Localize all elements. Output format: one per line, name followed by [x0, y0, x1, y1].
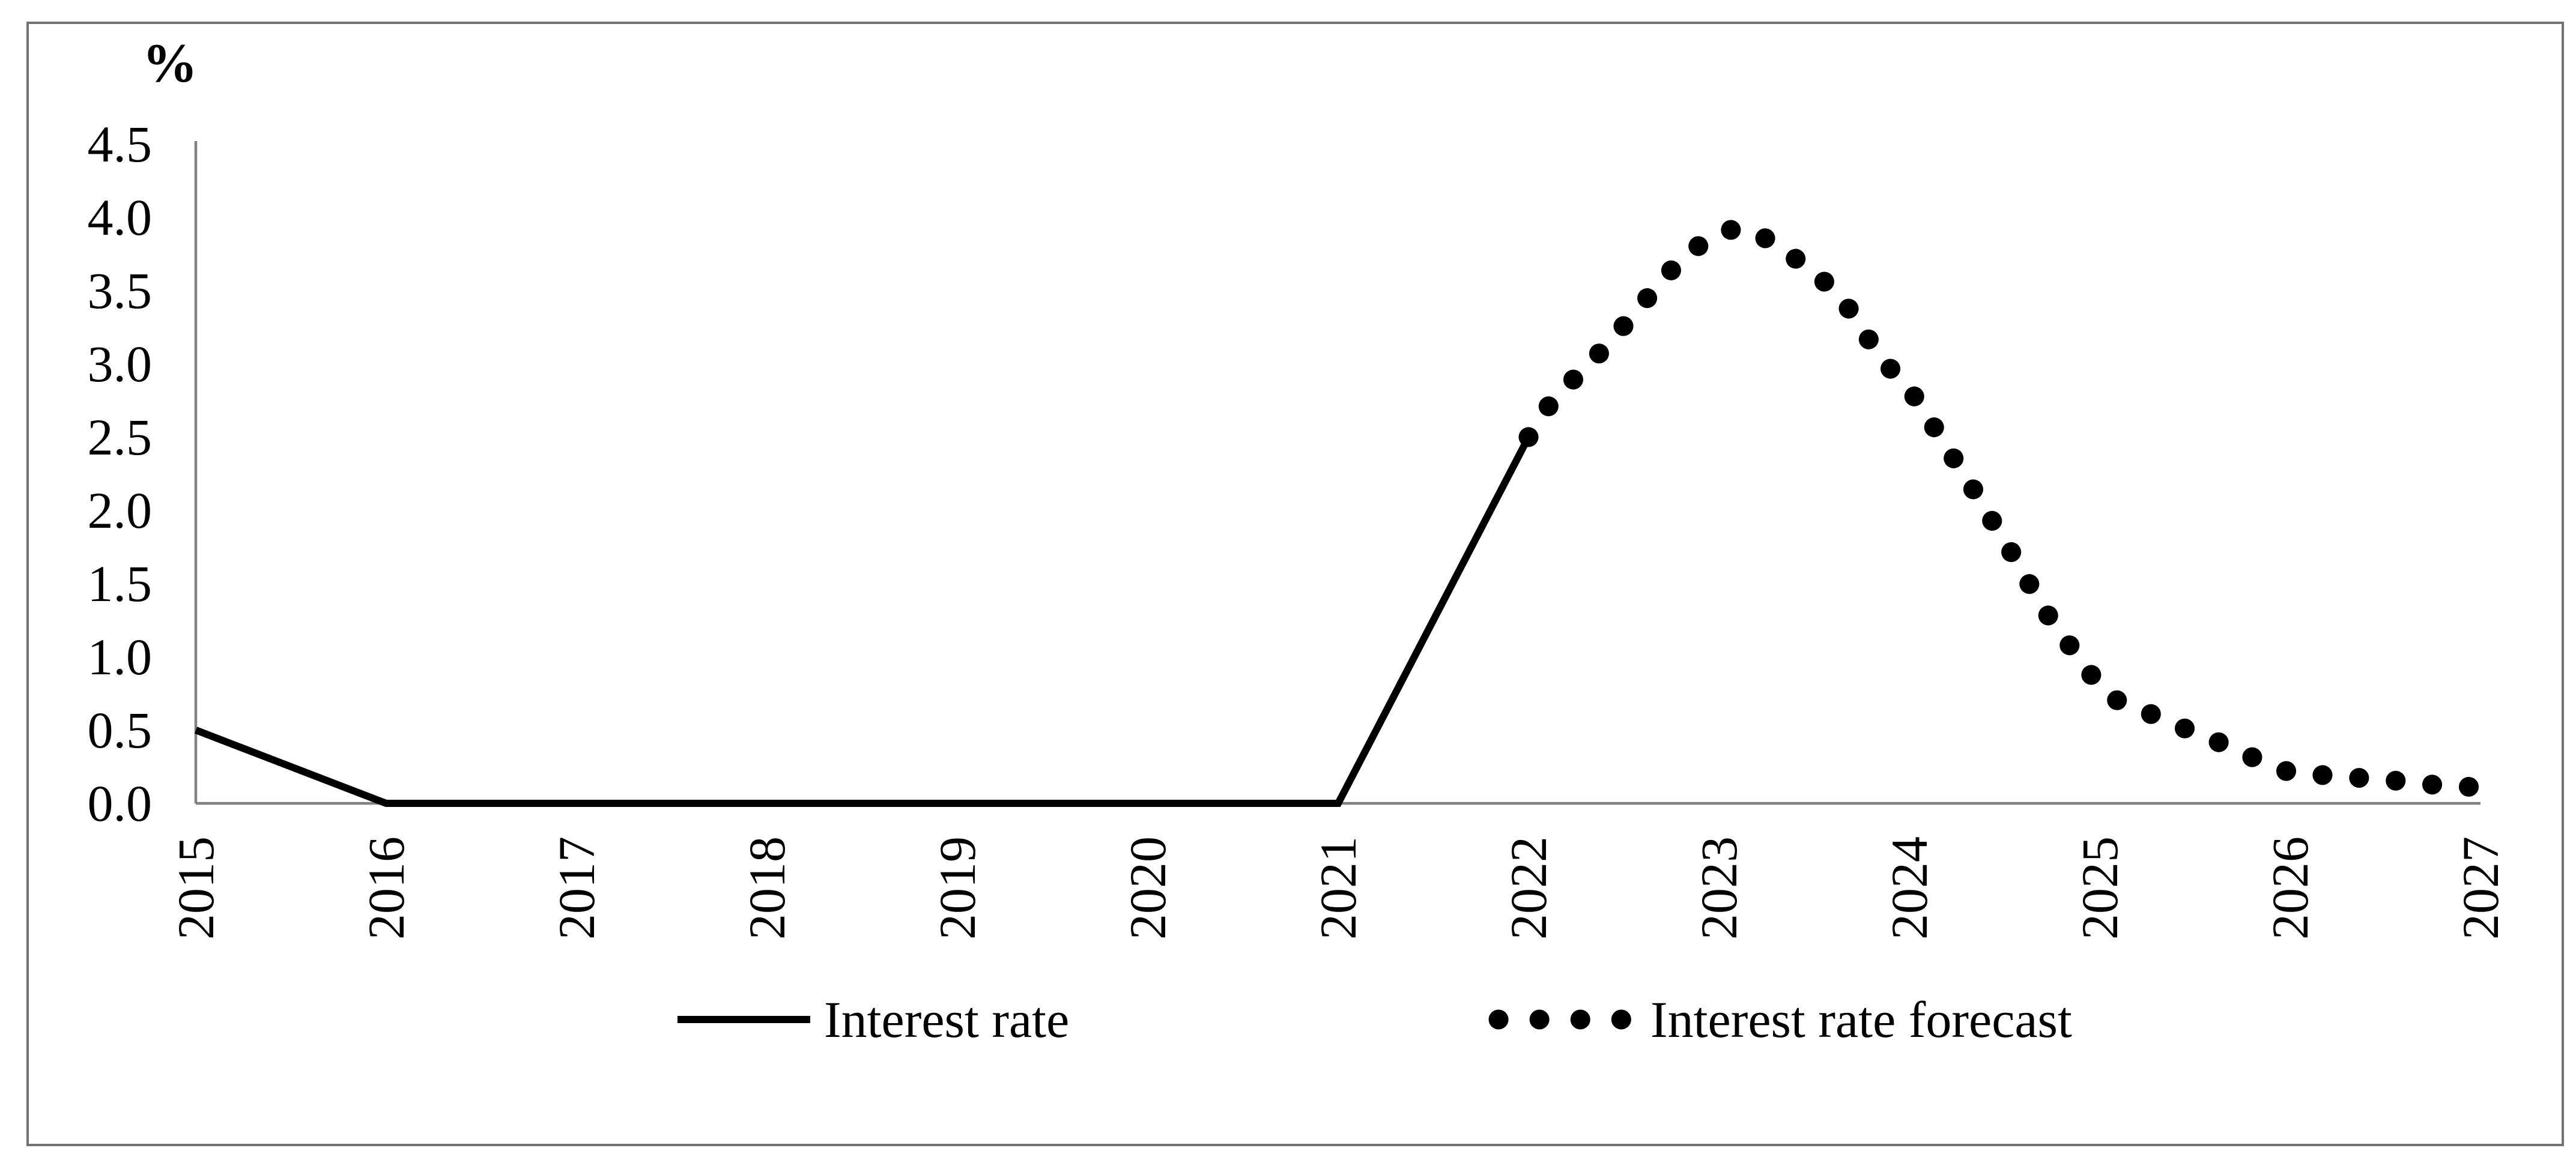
x-tick-label: 2024: [1880, 836, 1938, 940]
legend-item-interest-rate: Interest rate: [677, 991, 1069, 1048]
x-tick-label: 2016: [357, 836, 415, 940]
x-tick-label: 2015: [167, 836, 225, 940]
y-axis-unit-label: %: [142, 32, 198, 94]
y-tick-label: 1.0: [88, 628, 153, 686]
y-tick-label: 4.0: [88, 189, 153, 246]
x-tick-label: 2023: [1690, 836, 1748, 940]
y-tick-label: 3.0: [88, 335, 153, 393]
y-tick-label: 1.5: [88, 555, 153, 612]
legend-item-forecast: Interest rate forecast: [1488, 991, 2072, 1048]
legend-interest-rate-label: Interest rate: [824, 991, 1069, 1048]
y-tick-label: 2.5: [88, 408, 153, 466]
y-tick-label: 3.5: [88, 262, 153, 319]
x-tick-label: 2027: [2452, 836, 2509, 940]
y-tick-label: 4.5: [88, 115, 153, 173]
x-tick-label: 2022: [1500, 836, 1557, 940]
figure-border-frame: [26, 22, 2564, 1146]
x-tick-label: 2026: [2261, 836, 2319, 940]
interest-rate-line: [194, 435, 1532, 807]
y-tick-label: 0.0: [88, 775, 153, 832]
x-tick-labels: 2015 2016 2017 2018 2019 2020 2021 2022 2023 2024…: [167, 836, 2509, 940]
x-tick-label: 2019: [929, 836, 986, 940]
x-tick-label: 2025: [2071, 836, 2129, 940]
x-tick-label: 2021: [1309, 836, 1367, 940]
forecast-line: [1518, 217, 2485, 797]
legend-forecast-label: Interest rate forecast: [1650, 991, 2072, 1048]
x-tick-label: 2017: [548, 836, 605, 940]
legend: Interest rate Interest rate forecast: [677, 991, 2072, 1048]
x-tick-label: 2018: [738, 836, 796, 940]
y-tick-label: 2.0: [88, 482, 153, 539]
y-tick-labels: 4.5 4.0 3.5 3.0 2.5 2.0 1.5 1.0 0.5 0.0: [88, 115, 153, 832]
y-tick-label: 0.5: [88, 701, 153, 759]
x-tick-label: 2020: [1119, 836, 1177, 940]
